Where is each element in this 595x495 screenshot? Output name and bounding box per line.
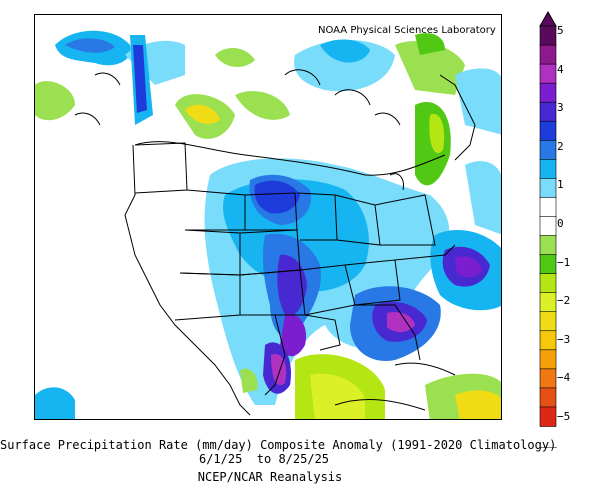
- colorbar-segment: [539, 311, 557, 332]
- colorbar-segment: [539, 44, 557, 65]
- colorbar-segment: [539, 139, 557, 161]
- colorbar-segment: [539, 82, 557, 103]
- colorbar-segment: [539, 101, 557, 123]
- colorbar-segment: [539, 330, 557, 351]
- colorbar-segment: [539, 273, 557, 294]
- colorbar-tick-label: −3: [557, 332, 571, 346]
- colorbar-segment: [539, 159, 557, 180]
- precipitation-anomaly-map: [35, 30, 501, 419]
- colorbar-segment: [539, 178, 557, 199]
- colorbar-tick-label: 3: [557, 101, 564, 115]
- colorbar-top-arrow: [539, 10, 557, 27]
- anomaly-shading: [35, 30, 501, 419]
- colorbar-segment: [539, 25, 557, 46]
- colorbar-tick-label: −1: [557, 255, 571, 269]
- caption-line-1: Surface Precipitation Rate (mm/day) Comp…: [0, 438, 557, 452]
- colorbar: [538, 10, 558, 448]
- caption-line-2: 6/1/25 to 8/25/25: [198, 452, 330, 466]
- colorbar-tick-label: −5: [557, 410, 571, 423]
- colorbar-tick-label: 5: [557, 24, 564, 37]
- colorbar-segment: [539, 387, 557, 408]
- colorbar-segment: [539, 349, 557, 370]
- colorbar-segment: [539, 368, 557, 389]
- colorbar-segment: [539, 292, 557, 313]
- colorbar-tick-label: −4: [557, 371, 571, 385]
- credit-text: NOAA Physical Sciences Laboratory: [318, 25, 496, 36]
- caption-line-3: NCEP/NCAR Reanalysis: [197, 470, 343, 484]
- map-panel: [34, 14, 502, 420]
- colorbar-segment: [539, 63, 557, 84]
- colorbar-tick-label: −2: [557, 294, 571, 308]
- colorbar-segment: [539, 216, 557, 237]
- colorbar-tick-label: 2: [557, 139, 564, 153]
- colorbar-tick-label: 4: [557, 62, 564, 76]
- political-boundaries: [74, 69, 476, 416]
- colorbar-segment: [539, 406, 557, 427]
- colorbar-tick-label: 1: [557, 178, 564, 192]
- colorbar-segment: [539, 197, 557, 218]
- colorbar-tick-label: 0: [557, 217, 564, 230]
- colorbar-segment: [539, 254, 557, 275]
- colorbar-segment: [539, 235, 557, 256]
- colorbar-segment: [539, 120, 557, 142]
